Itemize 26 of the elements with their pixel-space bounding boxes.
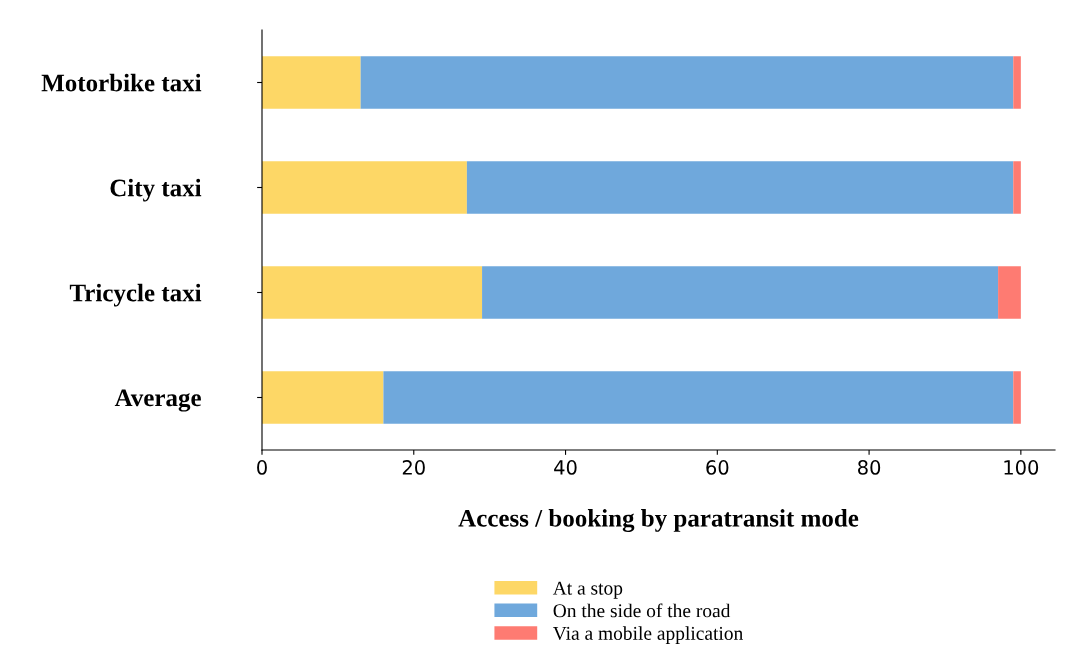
bar [262, 56, 361, 109]
bar [998, 266, 1021, 319]
x-tick-label: 0 [257, 460, 267, 475]
x-tick-label: 100 [1004, 460, 1039, 475]
bar [262, 161, 467, 214]
bar [466, 161, 1014, 214]
x-axis-title: Access / booking by paratransit mode [458, 509, 859, 532]
y-tick-label: Motorbike taxi [41, 73, 202, 92]
legend-label: Via a mobile application [552, 626, 743, 644]
legend-label: At a stop [552, 581, 623, 599]
x-tick-label: 20 [402, 460, 425, 475]
x-tick-label: 60 [706, 460, 729, 475]
bar [482, 266, 999, 319]
bar [1013, 56, 1021, 109]
bar [1013, 161, 1021, 214]
bar [262, 371, 384, 424]
x-tick-label: 80 [858, 460, 881, 475]
y-tick-label: City taxi [110, 178, 202, 202]
x-tick-label: 40 [554, 460, 577, 475]
bar [262, 266, 483, 319]
bar [360, 56, 1014, 109]
y-tick-label: Tricycle taxi [69, 283, 202, 307]
bar [383, 371, 1014, 424]
bar [1013, 371, 1021, 424]
legend-label: On the side of the road [553, 603, 731, 618]
y-tick-label: Average [114, 389, 201, 412]
